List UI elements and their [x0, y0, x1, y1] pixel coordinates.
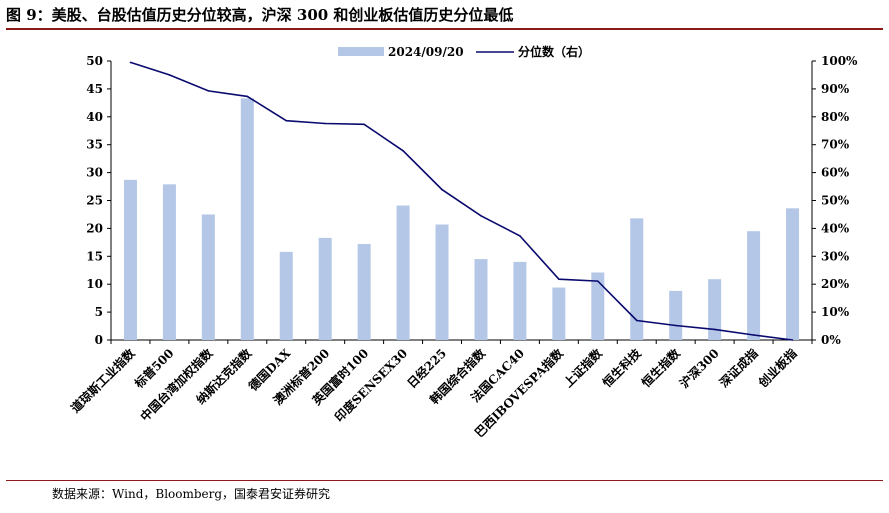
- line-point: [791, 339, 794, 341]
- bar: [357, 244, 371, 340]
- chart-canvas: 2024/09/20 分位数（右） 0 5 10 15 20 25 30 35 40 45 50 0%…: [68, 44, 858, 440]
- y-left-tick-label: 40: [86, 110, 103, 124]
- chart-title: 图 9：美股、台股估值历史分位较高，沪深 300 和创业板估值历史分位最低: [6, 6, 514, 24]
- line-point: [480, 215, 482, 217]
- y-right-tick-label: 20%: [821, 277, 850, 291]
- legend: 2024/09/20 分位数（右）: [338, 44, 590, 59]
- category-labels: 道琼斯工业指数标普500中国台湾加权指数纳斯达克指数德国DAX澳洲标普200英国…: [68, 345, 800, 440]
- line-point: [441, 188, 443, 191]
- bar: [162, 184, 176, 340]
- line-point: [674, 324, 677, 327]
- bar: [591, 272, 605, 340]
- y-left-tick-label: 50: [86, 54, 103, 68]
- category-label: 深证成指: [716, 346, 761, 391]
- bar: [396, 205, 410, 340]
- line-point: [207, 90, 210, 92]
- category-label: 恒生指数: [638, 345, 683, 390]
- bar: [708, 279, 722, 340]
- category-label: 道琼斯工业指数: [68, 345, 139, 416]
- y-left-tick-label: 10: [86, 277, 103, 291]
- bar: [123, 179, 137, 340]
- line-point: [324, 122, 326, 125]
- bar: [474, 259, 488, 340]
- legend-label-line: 分位数（右）: [518, 44, 590, 59]
- bar: [669, 290, 683, 340]
- y-right-tick-label: 40%: [821, 221, 850, 235]
- y-left-tick-label: 45: [86, 82, 103, 96]
- category-label: 上证指数: [560, 345, 605, 390]
- line-point: [402, 150, 404, 152]
- line-point: [635, 319, 638, 322]
- y-left-tick-label: 0: [95, 333, 103, 347]
- line-point: [558, 278, 560, 280]
- title-divider: [6, 28, 883, 30]
- legend-label-bar: 2024/09/20: [388, 45, 464, 59]
- y-left-tick-label: 30: [86, 166, 103, 180]
- line-point: [597, 280, 599, 282]
- axes: 0 5 10 15 20 25 30 35 40 45 50 0% 10% 20% 30% 40% 50% 60%…: [86, 54, 858, 347]
- category-label: 创业板指: [754, 346, 799, 391]
- footer-divider: [6, 480, 883, 481]
- category-label: 沪深300: [676, 346, 721, 391]
- y-right-tick-label: 10%: [821, 305, 850, 319]
- bar: [279, 251, 293, 340]
- percentile-line: [130, 61, 793, 341]
- y-right-tick-label: 30%: [821, 249, 850, 263]
- y-right-tick-label: 80%: [821, 110, 850, 124]
- line-point: [519, 235, 521, 237]
- legend-swatch-bar: [338, 47, 384, 56]
- category-label: 印度SENSEX30: [331, 346, 410, 425]
- y-left-tick-label: 20: [86, 221, 103, 235]
- bar: [630, 218, 644, 340]
- y-left-tick-label: 15: [86, 249, 103, 263]
- y-right-tick-label: 100%: [821, 54, 858, 68]
- line-point: [752, 334, 755, 336]
- source-note: 数据来源：Wind，Bloomberg，国泰君安证券研究: [52, 487, 331, 501]
- y-left-tick-label: 35: [86, 138, 103, 152]
- y-right-tick-label: 60%: [821, 166, 850, 180]
- line-point: [713, 328, 716, 331]
- y-left-tick-label: 5: [95, 305, 103, 319]
- y-right-tick-label: 0%: [821, 333, 841, 347]
- bar-series: [123, 98, 800, 340]
- bar: [747, 231, 761, 340]
- bar: [786, 208, 800, 340]
- y-right-tick-label: 70%: [821, 138, 850, 152]
- category-label: 恒生科技: [599, 345, 644, 390]
- y-left-tick-label: 25: [86, 194, 103, 208]
- line-point: [363, 123, 365, 126]
- bar: [318, 237, 332, 340]
- line-series: [129, 61, 794, 341]
- bar: [513, 261, 527, 340]
- y-right-tick-label: 90%: [821, 82, 850, 96]
- category-label: 中国台湾加权指数: [137, 345, 216, 424]
- bar: [552, 287, 566, 340]
- y-right-tick-label: 50%: [821, 194, 850, 208]
- line-point: [129, 61, 132, 64]
- bar: [435, 224, 449, 340]
- line-point: [285, 119, 288, 122]
- bar: [201, 214, 215, 340]
- line-point: [246, 95, 249, 98]
- bar: [240, 98, 254, 340]
- line-point: [168, 74, 171, 76]
